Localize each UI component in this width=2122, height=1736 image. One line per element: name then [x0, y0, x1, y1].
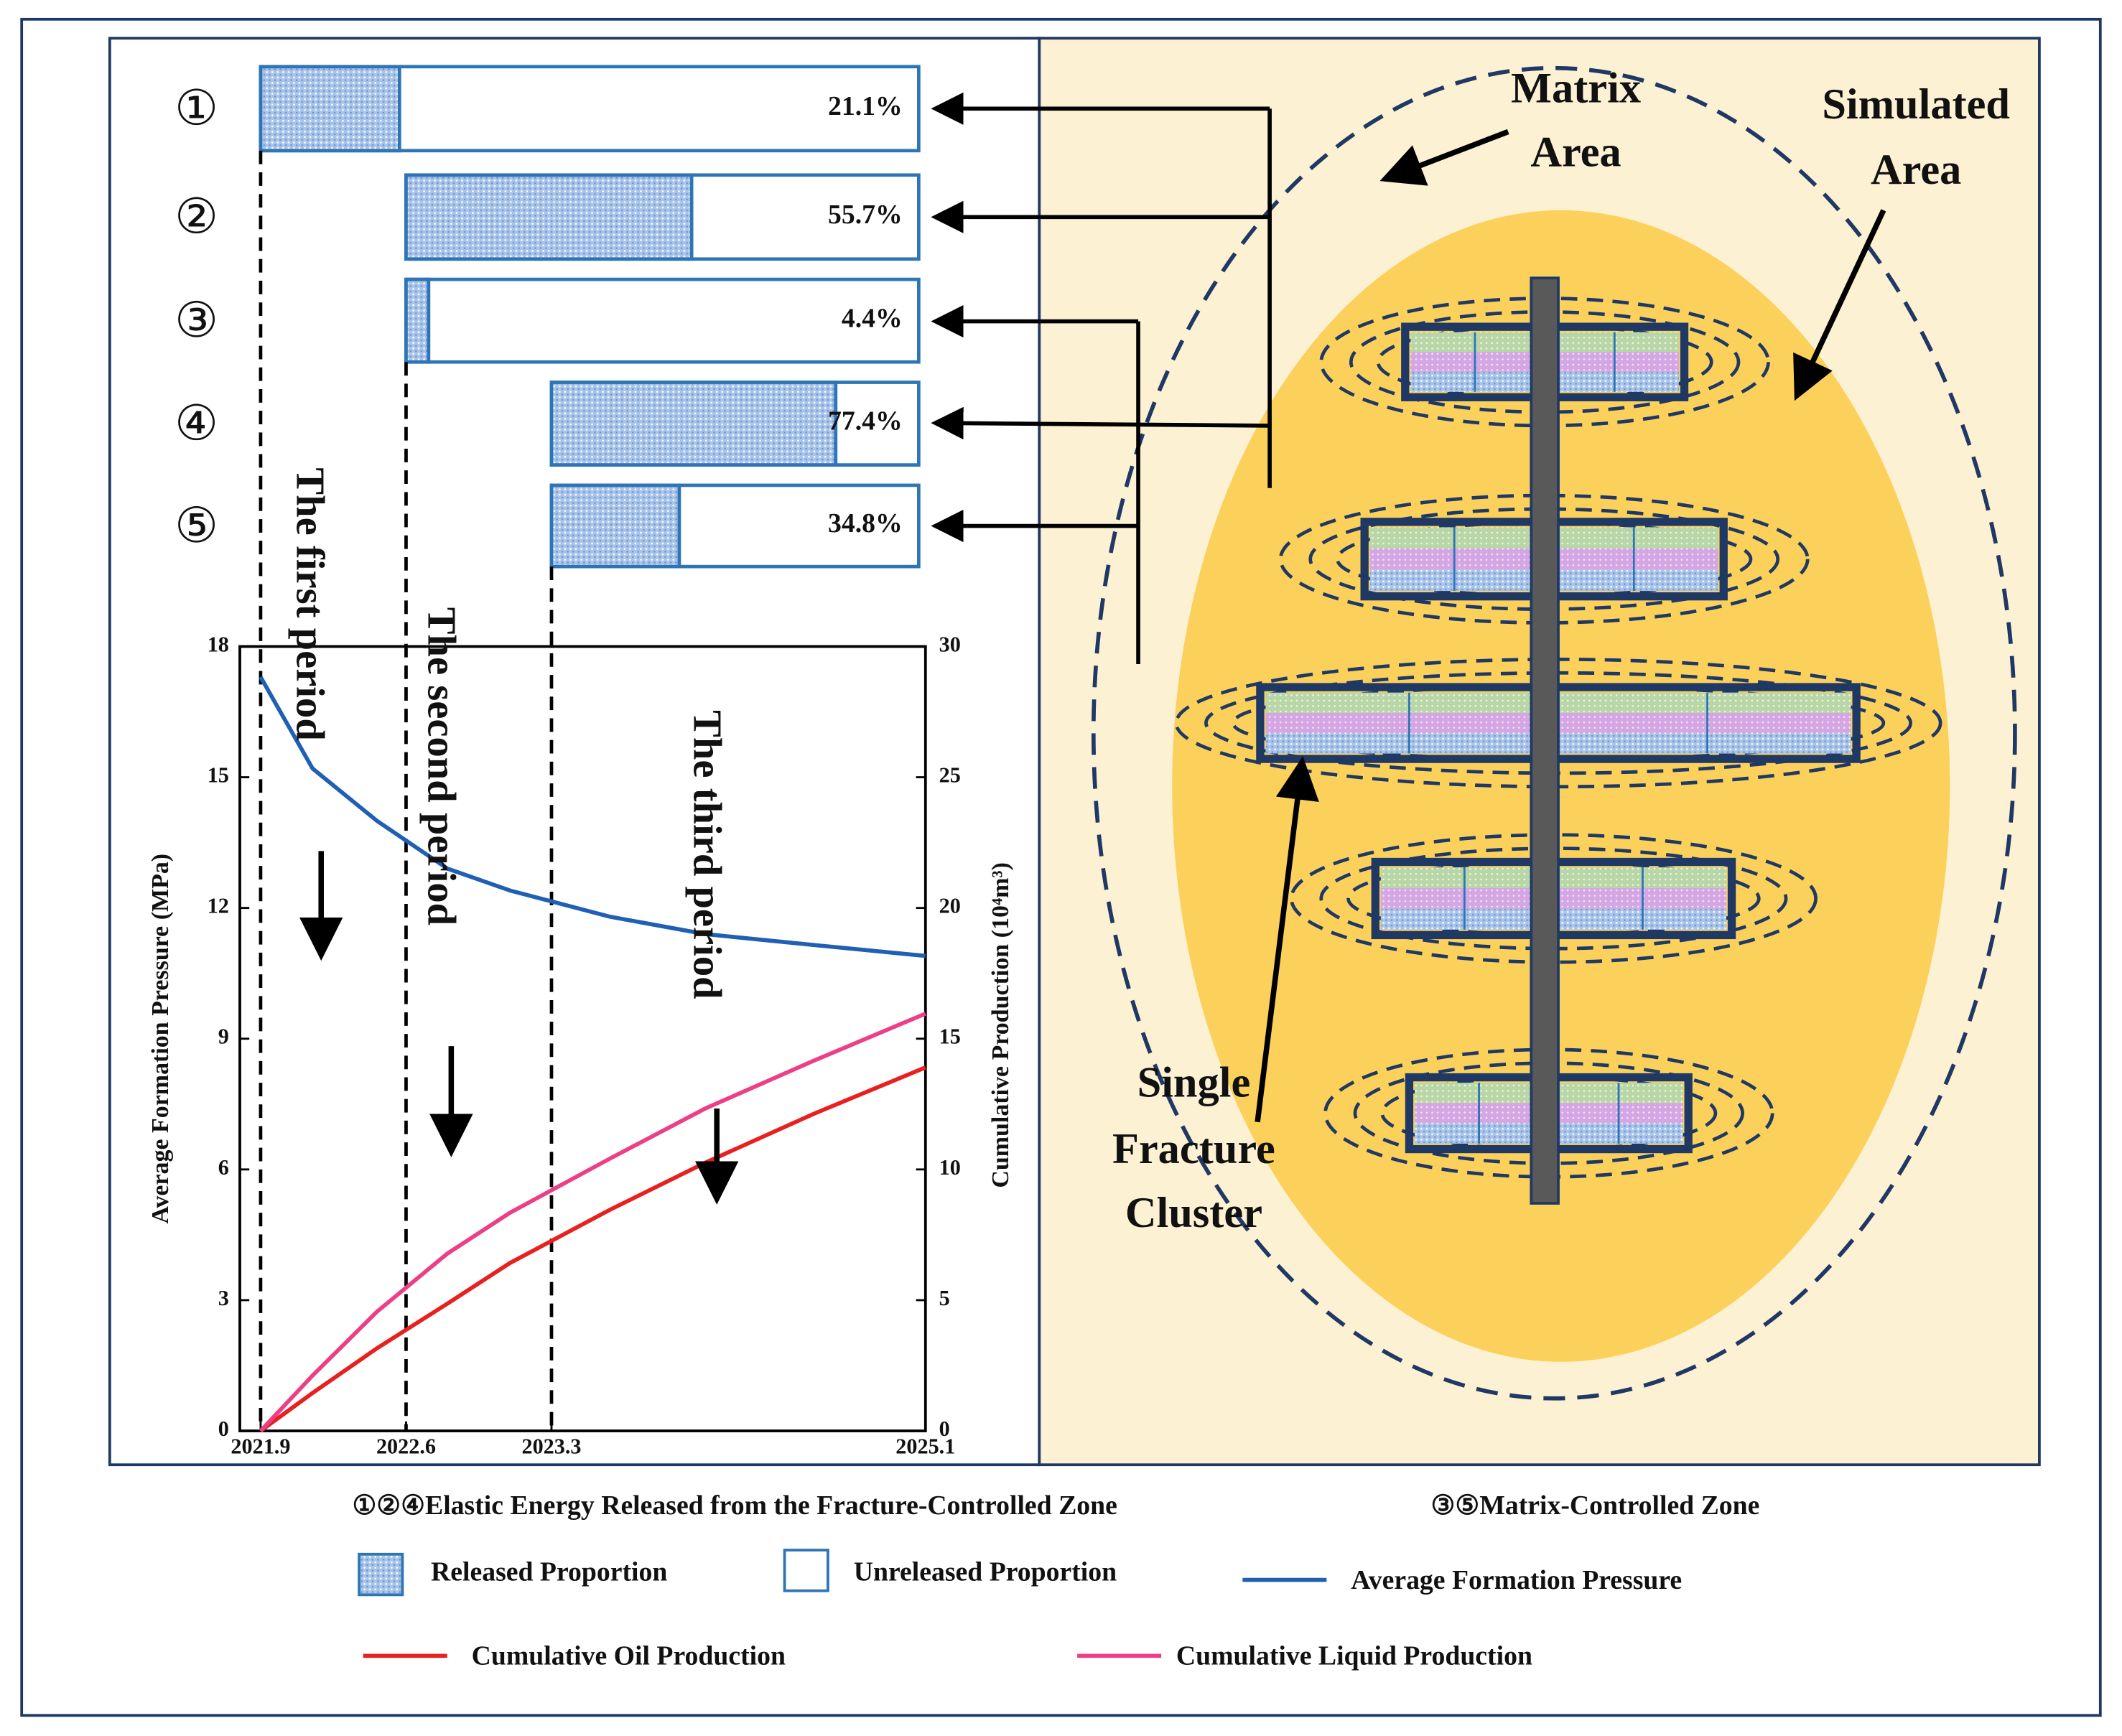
legend-note: ③⑤Matrix-Controlled Zone	[1431, 1490, 1760, 1521]
category-label: ②	[174, 189, 218, 246]
category-label: ④	[174, 395, 218, 452]
y2-tick-label: 20	[939, 894, 961, 918]
value-label: 77.4%	[828, 406, 903, 437]
released-bar	[549, 381, 838, 467]
category-label: ③	[174, 292, 218, 349]
y2-tick-label: 10	[939, 1155, 961, 1180]
arrows	[931, 92, 1886, 1123]
legend-label: Cumulative Liquid Production	[1176, 1641, 1532, 1671]
arrow	[1793, 209, 1886, 401]
y-tick-label: 12	[208, 894, 229, 918]
y2-tick-label: 25	[939, 762, 961, 787]
y-tick-label: 6	[218, 1155, 229, 1180]
x-tick-label: 2022.6	[376, 1434, 436, 1458]
arrow	[1379, 129, 1509, 186]
legend-swatch	[783, 1549, 829, 1592]
series-line	[259, 676, 926, 958]
period-label: The second period	[419, 607, 464, 925]
x-tick-label: 2023.3	[521, 1434, 581, 1458]
released-bar	[404, 277, 431, 364]
period-label: The third period	[684, 710, 729, 999]
diagram-label: Simulated	[1822, 80, 2010, 129]
x-tick-label: 2025.1	[895, 1434, 955, 1458]
diagram-label: Fracture	[1112, 1125, 1275, 1173]
legend-label: Average Formation Pressure	[1351, 1565, 1682, 1595]
matrix-boundary	[1091, 65, 2017, 1401]
y2-tick-label: 30	[939, 632, 961, 656]
diagram-label: Cluster	[1125, 1189, 1262, 1237]
value-label: 55.7%	[828, 200, 903, 230]
y-axis-title: Average Formation Pressure (MPa)	[147, 854, 174, 1224]
y2-tick-label: 5	[939, 1286, 950, 1310]
wellbore	[1530, 276, 1560, 1205]
legend-note: ①②④Elastic Energy Released from the Frac…	[353, 1490, 1117, 1521]
diagram-label: Area	[1530, 128, 1621, 176]
y-tick-label: 15	[208, 762, 229, 787]
value-label: 4.4%	[842, 303, 903, 333]
legend-label: Cumulative Oil Production	[472, 1641, 786, 1671]
released-bar	[259, 65, 401, 153]
legend-swatch	[358, 1552, 404, 1597]
y2-tick-label: 0	[939, 1417, 950, 1441]
arrow	[1255, 756, 1319, 1123]
pressure-contour	[1289, 833, 1818, 964]
diagram-label: Matrix	[1511, 65, 1641, 113]
legend-label: Unreleased Proportion	[854, 1557, 1117, 1587]
y-tick-label: 9	[218, 1025, 229, 1049]
y-tick-label: 3	[218, 1286, 229, 1310]
series-line	[259, 1065, 926, 1433]
released-bar	[404, 173, 694, 261]
bar-chart: ① 21.1% ② 55.7% ③ 4.4% ④ 77.4% ⑤ 34.8%	[174, 65, 921, 569]
y-tick-label: 0	[218, 1417, 229, 1441]
legend: ①②④Elastic Energy Released from the Frac…	[353, 1490, 1760, 1671]
arrow	[931, 406, 1270, 440]
line-chart: 0 3 6 9 12 15 18 0 5 10 15 20 25 30 2021.9 2022.6 2023.3…	[147, 150, 1014, 1458]
diagram-label: Area	[1871, 146, 1961, 194]
released-bar	[549, 483, 681, 569]
diagram-label: Single	[1137, 1059, 1251, 1107]
category-label: ①	[174, 80, 218, 137]
y-tick-label: 18	[208, 632, 229, 656]
value-label: 34.8%	[828, 508, 903, 538]
legend-label: Released Proportion	[431, 1557, 667, 1587]
pressure-contour	[1278, 493, 1810, 625]
y2-axis-title: Cumulative Production (10⁴m³)	[987, 862, 1014, 1188]
y2-tick-label: 15	[939, 1025, 961, 1049]
value-label: 21.1%	[828, 91, 903, 121]
x-tick-label: 2021.9	[231, 1434, 290, 1458]
series-line	[259, 1012, 926, 1432]
period-label: The first period	[287, 467, 332, 740]
category-label: ⑤	[174, 498, 218, 554]
